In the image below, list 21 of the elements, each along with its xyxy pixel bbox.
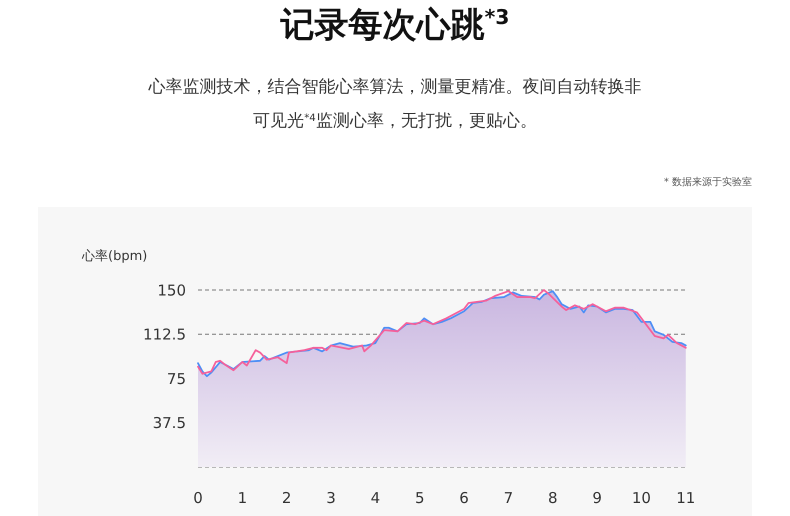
line-series (197, 289, 687, 375)
x-tick-label: 10 (632, 489, 651, 507)
chart-title: 记录每次心跳$^{*3}$ (280, 5, 510, 45)
y-tick-label: 37.5 (152, 414, 186, 432)
y-tick-label: 75 (166, 370, 186, 388)
chart-subtitle: 心率监测技术，结合智能心率算法，测量更精准。夜间自动转换非可见光$^{*4}$监测心率，无打扰，更贴心。 (148, 77, 642, 131)
x-tick-label: 1 (238, 489, 248, 507)
x-tick-label: 4 (370, 489, 380, 507)
x-tick-label: 9 (592, 489, 602, 507)
x-tick-label: 2 (282, 489, 292, 507)
y-tick-label: 150 (157, 281, 186, 300)
y-axis-title: 心率(bpm) (81, 248, 148, 264)
x-tick-label: 6 (459, 489, 469, 507)
x-tick-label: 5 (414, 489, 424, 507)
x-tick-label: 11 (676, 489, 696, 507)
x-tick-label: 3 (326, 489, 336, 507)
x-tick-label: 8 (548, 489, 558, 507)
x-tick-label: 7 (504, 489, 514, 507)
text: * 数据来源于实验室 (664, 176, 752, 188)
x-tick-label: 0 (193, 489, 203, 507)
y-tick-label: 112.5 (143, 326, 186, 344)
